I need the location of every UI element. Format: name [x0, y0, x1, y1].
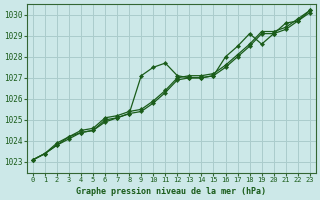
X-axis label: Graphe pression niveau de la mer (hPa): Graphe pression niveau de la mer (hPa)	[76, 187, 266, 196]
